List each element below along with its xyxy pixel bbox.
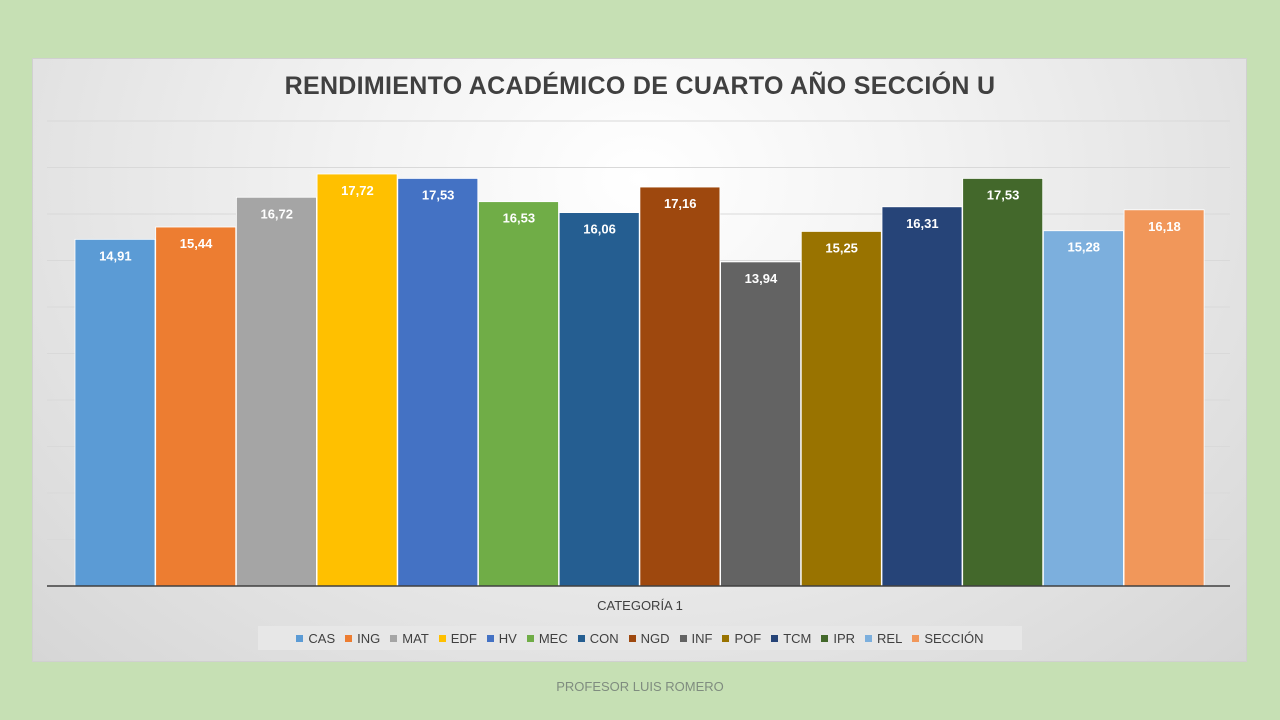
legend-label: MAT [402, 630, 429, 646]
legend-item-rel: REL [865, 631, 902, 646]
footer-credit: PROFESOR LUIS ROMERO [556, 679, 724, 694]
legend-item-cas: CAS [296, 631, 335, 646]
legend-item-sección: SECCIÓN [912, 630, 984, 646]
data-label-ngd: 17,16 [664, 196, 697, 211]
data-label-inf: 13,94 [745, 271, 778, 286]
legend-swatch [865, 634, 873, 642]
data-label-sección: 16,18 [1148, 219, 1181, 234]
legend-label: NGD [640, 630, 670, 646]
bar-sección [1123, 209, 1205, 587]
legend-item-tcm: TCM [771, 631, 811, 646]
legend-swatch [390, 634, 398, 642]
legend-item-ipr: IPR [821, 631, 855, 646]
legend-item-ngd: NGD [628, 630, 670, 646]
x-axis-category-label: CATEGORÍA 1 [597, 598, 683, 613]
data-label-mat: 16,72 [260, 206, 293, 221]
legend-item-mat: MAT [390, 630, 429, 646]
legend-label: MEC [538, 630, 568, 646]
data-label-tcm: 16,31 [906, 216, 939, 231]
data-label-rel: 15,28 [1067, 240, 1100, 255]
bar-mat [235, 196, 317, 587]
legend-label: EDF [450, 630, 477, 646]
legend-item-edf: EDF [438, 630, 477, 646]
legend-swatch [296, 634, 304, 642]
legend-swatch [628, 634, 636, 642]
legend-item-pof: POF [722, 631, 761, 646]
legend-label: SECCIÓN [924, 630, 984, 646]
legend-swatch [771, 634, 779, 642]
legend-swatch [821, 634, 829, 642]
legend-item-mec: MEC [526, 630, 568, 646]
legend-swatch [486, 634, 494, 642]
data-label-ipr: 17,53 [987, 187, 1020, 202]
legend-item-inf: INF [679, 630, 713, 646]
bar-ipr [962, 178, 1044, 587]
bar-tcm [881, 206, 963, 587]
bar-ing [155, 226, 237, 587]
legend-swatch [345, 634, 353, 642]
data-label-ing: 15,44 [180, 236, 213, 251]
legend-label: REL [877, 630, 903, 646]
legend-label: CAS [308, 630, 336, 646]
legend-label: CON [589, 630, 619, 646]
legend-swatch [912, 634, 920, 642]
data-label-edf: 17,72 [341, 183, 374, 198]
bar-con [558, 212, 640, 587]
chart-legend: CAS ING MAT EDF HV MEC CON NGD INF POF TCM IPR REL SE… [258, 626, 1022, 650]
legend-item-hv: HV [486, 630, 517, 646]
data-label-pof: 15,25 [825, 240, 858, 255]
legend-label: POF [734, 630, 762, 646]
data-label-mec: 16,53 [503, 211, 536, 226]
legend-label: HV [498, 630, 517, 646]
legend-swatch [722, 634, 730, 642]
bar-ngd [639, 186, 721, 587]
bar-cas [74, 238, 156, 587]
bar-mec [478, 201, 559, 587]
legend-swatch [679, 634, 687, 642]
legend-item-ing: ING [345, 631, 380, 646]
legend-swatch [577, 634, 585, 642]
bar-inf [720, 261, 801, 587]
legend-swatch [526, 634, 534, 642]
legend-label: INF [691, 630, 713, 646]
data-label-cas: 14,91 [99, 248, 132, 263]
bar-edf [316, 173, 398, 587]
data-label-hv: 17,53 [422, 187, 455, 202]
bar-rel [1043, 230, 1124, 587]
legend-item-con: CON [577, 630, 619, 646]
data-label-con: 16,06 [583, 222, 616, 237]
legend-label: IPR [833, 630, 856, 646]
chart-title: RENDIMIENTO ACADÉMICO DE CUARTO AÑO SECC… [284, 72, 996, 100]
bar-hv [397, 178, 479, 587]
legend-swatch [438, 634, 446, 642]
legend-label: TCM [783, 630, 812, 646]
legend-label: ING [357, 630, 381, 646]
bar-pof [800, 231, 882, 587]
